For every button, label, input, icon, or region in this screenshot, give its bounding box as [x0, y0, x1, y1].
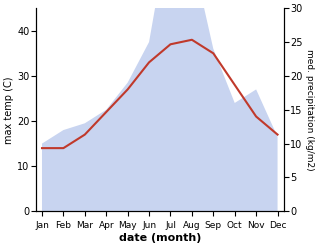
- Y-axis label: max temp (C): max temp (C): [4, 76, 14, 144]
- X-axis label: date (month): date (month): [119, 233, 201, 243]
- Y-axis label: med. precipitation (kg/m2): med. precipitation (kg/m2): [305, 49, 314, 171]
